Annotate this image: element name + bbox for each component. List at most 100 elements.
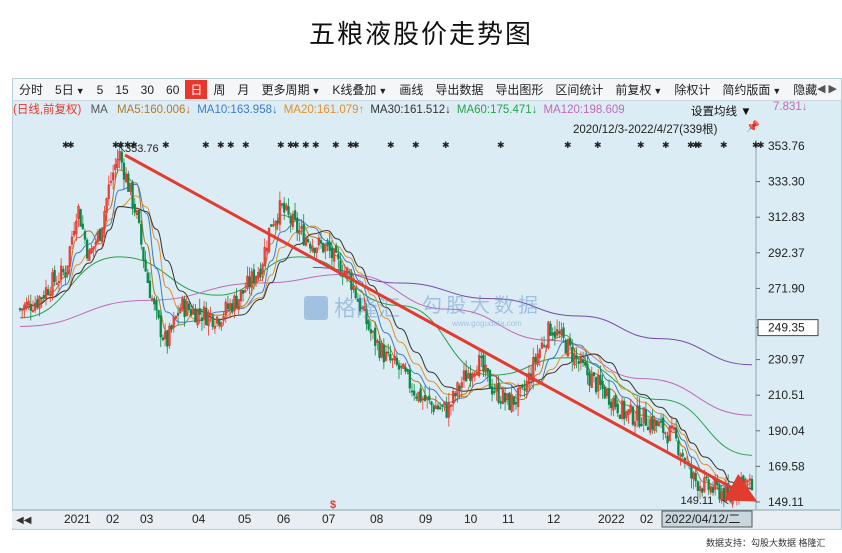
toolbar-item-12[interactable]: 导出数据 — [429, 81, 489, 98]
candle-body — [129, 182, 132, 192]
toolbar-item-label: 画线 — [399, 83, 424, 97]
event-marker-icon: ✱ — [62, 140, 70, 150]
candle-body — [720, 490, 723, 502]
candle-body — [644, 409, 648, 426]
event-marker-icon: ✱ — [757, 140, 765, 150]
toolbar-item-3[interactable]: 15 — [109, 83, 134, 97]
candle-body — [324, 244, 327, 252]
toolbar-item-11[interactable]: 画线 — [393, 81, 429, 98]
candle-body — [348, 270, 351, 273]
toolbar-item-16[interactable]: 除权计 — [668, 81, 716, 98]
candle-body — [209, 313, 212, 316]
event-marker-icon: ✱ — [594, 140, 602, 150]
candle-body — [369, 329, 372, 334]
pin-icon[interactable]: 📌 — [746, 121, 760, 133]
toolbar-item-6[interactable]: 日 — [185, 80, 208, 99]
toolbar-item-label: 简约版面 — [722, 83, 771, 97]
toolbar-item-10[interactable]: K线叠加 ▼ — [326, 81, 393, 98]
toolbar-item-14[interactable]: 区间统计 — [549, 81, 609, 98]
y-tick-label: 149.11 — [768, 495, 804, 509]
toolbar-item-7[interactable]: 周 — [207, 81, 231, 98]
ma-line-MA250 — [312, 266, 753, 366]
candle-body — [651, 416, 654, 430]
candle-body — [449, 404, 453, 407]
toolbar-item-18[interactable]: 隐藏 — [787, 81, 823, 98]
toolbar-item-13[interactable]: 导出图形 — [489, 81, 549, 98]
candle-body — [105, 198, 108, 213]
ma-legend-item-1: MA10:163.958↓ — [197, 104, 278, 116]
candle-body — [350, 273, 353, 290]
candle-body — [432, 405, 435, 412]
candle-body — [21, 308, 24, 311]
candlestick-chart[interactable]: 353.76 333.30 312.83 292.37 271.90 249.35 230.… — [12, 78, 840, 528]
toolbar-item-17[interactable]: 简约版面 ▼ — [716, 81, 787, 98]
candle-body — [523, 388, 526, 391]
candle-body — [237, 299, 240, 310]
candle-body — [750, 478, 754, 491]
candle-body — [352, 285, 355, 290]
candle-body — [607, 388, 611, 405]
candle-body — [278, 200, 282, 225]
set-ma-button[interactable]: 设置均线 ▼ — [689, 103, 754, 119]
toolbar-scroll-arrows[interactable]: ◀ ▶ — [817, 83, 837, 95]
x-tick-label: 04 — [192, 512, 206, 526]
candle-body — [471, 373, 474, 378]
toolbar-item-15[interactable]: 前复权 ▼ — [609, 81, 668, 98]
candle-body — [322, 242, 325, 253]
toolbar-item-4[interactable]: 30 — [135, 83, 160, 97]
candle-body — [291, 213, 295, 227]
toolbar-item-label: 隐藏 — [793, 83, 818, 97]
candle-body — [293, 210, 297, 220]
candle-body — [122, 162, 126, 180]
toolbar-item-label: 区间统计 — [555, 83, 604, 97]
event-marker-icon: ✱ — [695, 140, 703, 150]
y-tick-label: 210.51 — [768, 388, 805, 402]
candle-body — [462, 370, 466, 381]
max-annotation-label: 353.76 — [125, 143, 159, 155]
toolbar: 分时 5日 ▼ 5 15 30 60 日周月更多周期 ▼ K线叠加 ▼ 画线 导出数据 导出图形 区间统计前… — [13, 79, 841, 101]
candle-body — [512, 396, 515, 405]
toolbar-item-label: 分时 — [19, 83, 44, 97]
ma-legend-item-3: MA30:161.512↓ — [370, 104, 451, 116]
candle-body — [545, 345, 548, 348]
candle-body — [241, 289, 245, 294]
toolbar-item-9[interactable]: 更多周期 ▼ — [255, 81, 326, 98]
ma-legend: (日线,前复权) MA MA5:160.006↓ MA10:163.958↓ MA2… — [13, 101, 841, 118]
event-marker-icon: ✱ — [117, 140, 125, 150]
candle-body — [413, 390, 416, 396]
toolbar-item-5[interactable]: 60 — [160, 83, 185, 97]
candle-body — [98, 228, 102, 241]
candle-body — [718, 484, 721, 500]
candle-body — [560, 329, 563, 335]
y-tick-label: 292.37 — [768, 246, 805, 260]
candle-body — [616, 403, 619, 414]
toolbar-item-1[interactable]: 5日 ▼ — [49, 81, 91, 98]
candle-body — [189, 309, 193, 316]
candle-body — [224, 301, 227, 316]
candle-body — [298, 229, 301, 235]
candle-body — [625, 411, 628, 419]
scroll-left-icon[interactable]: ◀◀ — [16, 515, 32, 526]
event-marker-icon: ✱ — [162, 140, 170, 150]
chevron-down-icon: ▼ — [772, 86, 782, 96]
candle-body — [447, 402, 450, 418]
toolbar-item-label: 月 — [237, 83, 250, 97]
candle-body — [493, 391, 496, 393]
toolbar-item-8[interactable]: 月 — [231, 81, 255, 98]
candle-body — [538, 349, 541, 358]
toolbar-item-2[interactable]: 5 — [91, 83, 110, 97]
toolbar-item-label: K线叠加 — [332, 83, 377, 97]
data-source-note: 数据支持：勾股大数据 格隆汇 — [706, 538, 826, 548]
candle-body — [205, 307, 208, 326]
x-tick-label: 12 — [547, 512, 561, 526]
candle-body — [729, 492, 732, 502]
candle-body — [124, 173, 128, 183]
toolbar-item-0[interactable]: 分时 — [13, 81, 49, 98]
candle-body — [499, 401, 502, 404]
y-tick-label: 230.97 — [768, 353, 805, 367]
candle-body — [133, 203, 136, 213]
candle-body — [111, 172, 115, 181]
candle-body — [410, 390, 414, 393]
candle-body — [640, 423, 643, 426]
candle-body — [633, 421, 637, 427]
